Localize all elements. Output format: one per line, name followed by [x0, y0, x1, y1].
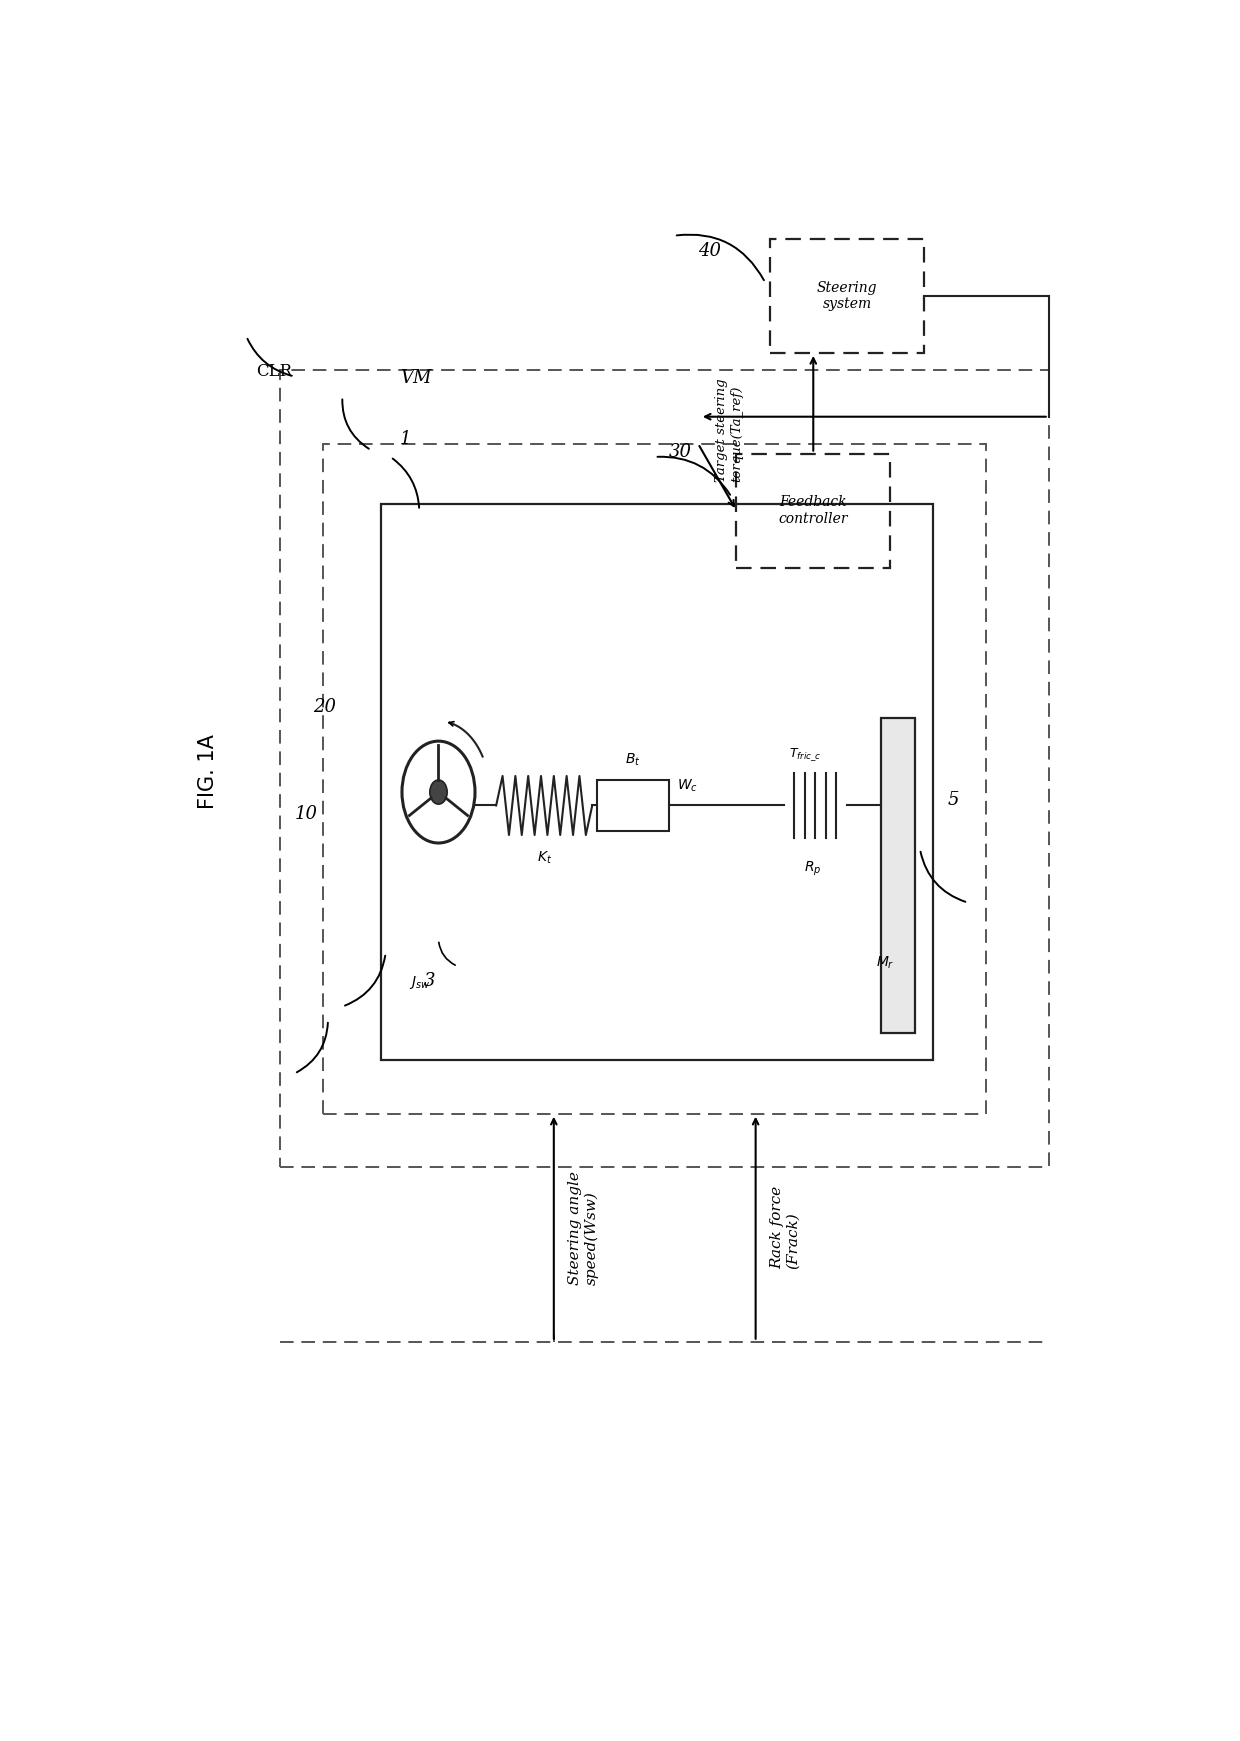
Text: 10: 10 — [294, 804, 317, 823]
Text: $W_c$: $W_c$ — [677, 778, 698, 794]
Text: VM: VM — [401, 369, 432, 387]
Text: $T_{fric\_c}$: $T_{fric\_c}$ — [789, 747, 822, 763]
Text: $R_p$: $R_p$ — [804, 860, 821, 877]
Text: 1: 1 — [401, 430, 412, 447]
Text: 20: 20 — [314, 698, 336, 716]
Text: FIG. 1A: FIG. 1A — [198, 735, 218, 810]
Circle shape — [430, 780, 448, 804]
Text: 5: 5 — [947, 792, 960, 810]
Text: 40: 40 — [698, 242, 720, 259]
Bar — [596, 780, 670, 830]
Bar — [770, 239, 924, 353]
Text: Steering
system: Steering system — [817, 280, 877, 312]
Bar — [880, 719, 915, 1034]
Text: 3: 3 — [424, 973, 435, 991]
Bar — [324, 444, 986, 1114]
Text: Target steering
torque(Ta_ref): Target steering torque(Ta_ref) — [715, 378, 743, 482]
Text: $M_r$: $M_r$ — [875, 954, 894, 971]
Text: $K_t$: $K_t$ — [537, 850, 552, 867]
Text: Rack force
(Frack): Rack force (Frack) — [770, 1186, 800, 1269]
Bar — [737, 454, 890, 568]
Bar — [280, 369, 1049, 1168]
Text: Steering angle
speed(Wsw): Steering angle speed(Wsw) — [568, 1170, 599, 1285]
Text: $J_{sw}$: $J_{sw}$ — [408, 975, 430, 991]
Bar — [381, 503, 934, 1060]
Text: $B_t$: $B_t$ — [625, 752, 641, 768]
Text: 30: 30 — [670, 442, 692, 461]
Text: Feedback
controller: Feedback controller — [779, 496, 848, 526]
Text: CLR: CLR — [255, 364, 293, 381]
